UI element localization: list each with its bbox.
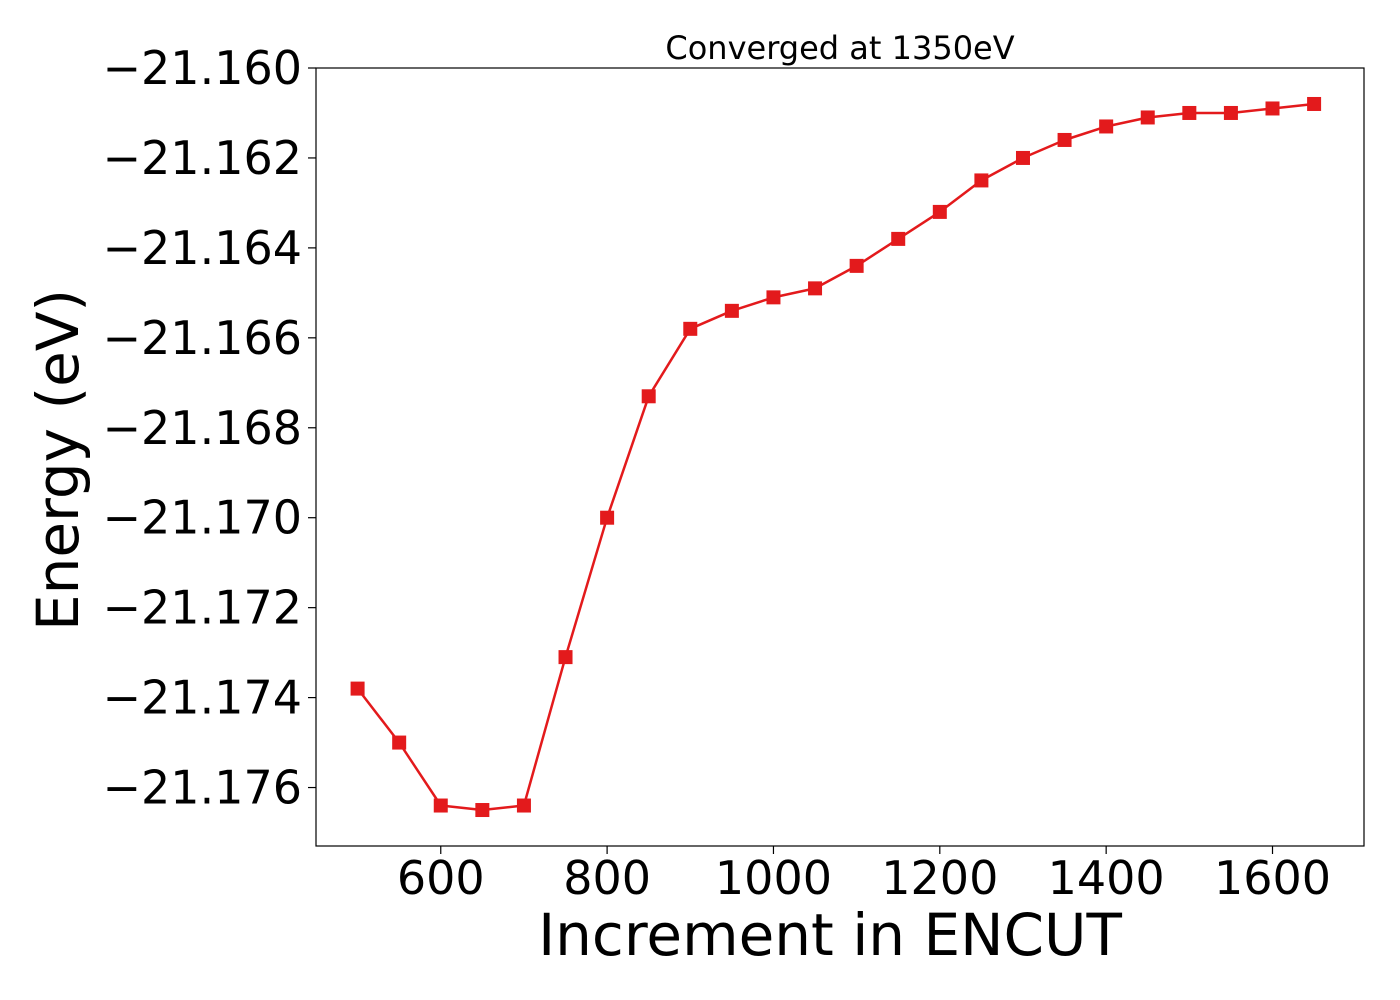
data-point: [1307, 96, 1322, 111]
data-point: [516, 798, 531, 813]
y-tick-label: −21.160: [103, 41, 303, 95]
data-point: [683, 321, 698, 336]
x-tick-label: 1600: [1214, 851, 1331, 905]
y-tick-label: −21.166: [103, 311, 303, 365]
axes-frame: [315, 67, 1365, 847]
data-point: [1182, 105, 1197, 120]
data-point: [766, 290, 781, 305]
series-line: [356, 102, 1315, 812]
data-point: [392, 735, 407, 750]
data-point: [641, 389, 656, 404]
plot-area: [315, 67, 1365, 847]
data-point: [849, 258, 864, 273]
x-tick-label: 800: [563, 851, 651, 905]
data-point: [1057, 132, 1072, 147]
data-point: [724, 303, 739, 318]
data-point: [558, 650, 573, 665]
data-point: [808, 281, 823, 296]
data-point: [932, 204, 947, 219]
y-tick-label: −21.172: [103, 581, 303, 635]
data-point: [891, 231, 906, 246]
data-point: [974, 173, 989, 188]
x-tick-label: 600: [397, 851, 485, 905]
y-axis-label: Energy (eV): [24, 289, 92, 631]
y-tick-label: −21.170: [103, 491, 303, 545]
x-tick-label: 1200: [881, 851, 998, 905]
data-point: [350, 681, 365, 696]
y-tick-label: −21.162: [103, 131, 303, 185]
data-point: [475, 803, 490, 818]
x-tick-label: 1400: [1048, 851, 1165, 905]
y-tick-label: −21.168: [103, 401, 303, 455]
data-point: [1015, 150, 1030, 165]
data-point: [1265, 101, 1280, 116]
data-point: [1099, 119, 1114, 134]
x-tick-label: 1000: [715, 851, 832, 905]
y-tick-label: −21.164: [103, 221, 303, 275]
y-axis: −21.176 −21.174 −21.172 −21.170 −21.168 −21.1…: [103, 41, 316, 815]
data-point: [600, 510, 615, 525]
x-axis-label: Increment in ENCUT: [538, 901, 1122, 969]
data-point: [1140, 110, 1155, 125]
data-point: [1223, 105, 1238, 120]
chart-title: Converged at 1350eV: [665, 29, 1014, 67]
y-tick-label: −21.176: [103, 761, 303, 815]
y-tick-label: −21.174: [103, 671, 303, 725]
x-axis: 600 800 1000 1200 1400 1600: [397, 846, 1331, 905]
data-point: [433, 798, 448, 813]
